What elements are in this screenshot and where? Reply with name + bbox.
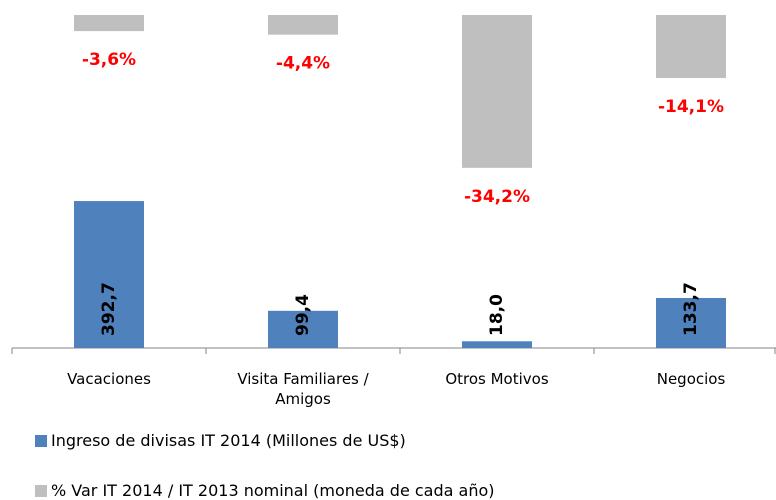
legend-label: Ingreso de divisas IT 2014 (Millones de …	[51, 431, 406, 450]
legend-item: Ingreso de divisas IT 2014 (Millones de …	[35, 431, 406, 450]
bar	[268, 15, 338, 35]
legend-swatch	[35, 434, 47, 447]
data-label: 18,0	[487, 294, 507, 336]
x-tick-label: Otros Motivos	[445, 370, 549, 388]
bar	[462, 341, 532, 348]
data-label: -14,1%	[658, 97, 724, 117]
bar	[74, 15, 144, 32]
bar	[462, 15, 532, 168]
legend-item: % Var IT 2014 / IT 2013 nominal (moneda …	[35, 481, 495, 500]
bar	[656, 15, 726, 79]
x-tick-label: Visita Familiares / Amigos	[237, 370, 369, 408]
legend-swatch	[35, 484, 47, 497]
x-tick-label: Vacaciones	[67, 370, 151, 388]
bar	[74, 201, 144, 348]
data-label: -3,6%	[82, 50, 136, 70]
data-label: -34,2%	[464, 187, 530, 207]
data-label: -4,4%	[276, 54, 330, 74]
data-label: 133,7	[681, 282, 701, 336]
x-tick-label: Negocios	[656, 370, 726, 388]
bar	[268, 310, 338, 348]
legend-label: % Var IT 2014 / IT 2013 nominal (moneda …	[51, 481, 495, 500]
data-label: 392,7	[99, 282, 119, 336]
bar	[656, 297, 726, 348]
data-label: 99,4	[293, 294, 313, 336]
